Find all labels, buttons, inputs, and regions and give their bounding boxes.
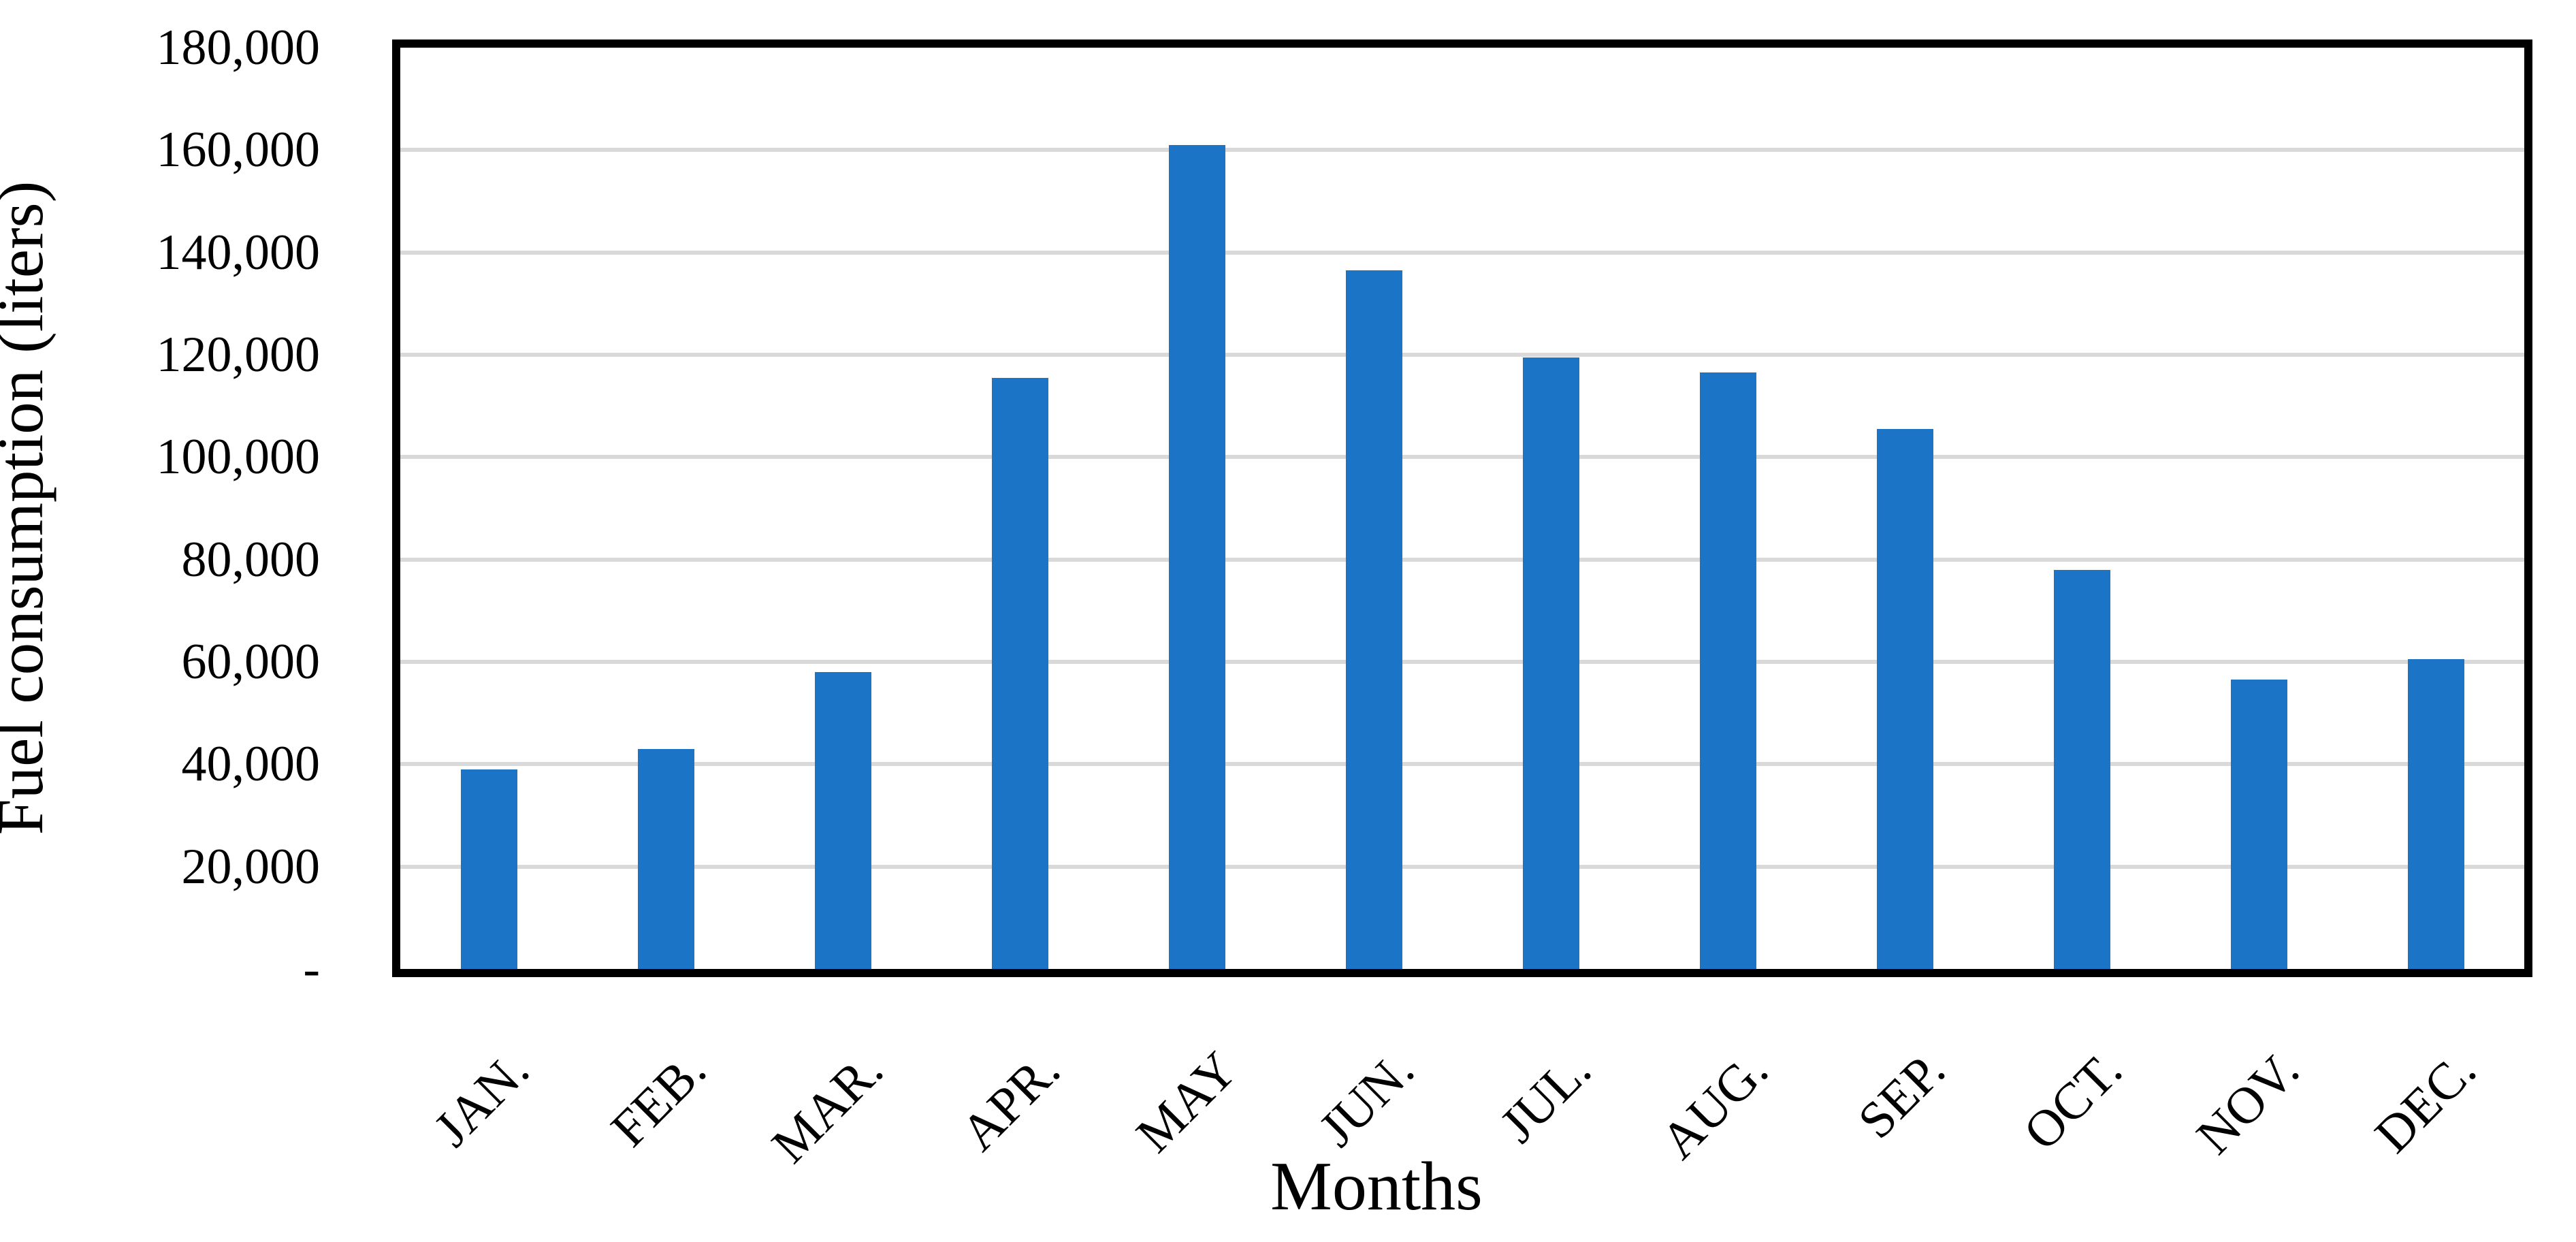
bar-aug	[1699, 372, 1756, 969]
plot-area	[392, 39, 2532, 977]
x-axis-title: Months	[1270, 1148, 1483, 1225]
bar-dec	[2407, 659, 2464, 969]
gridline	[400, 250, 2524, 255]
y-tick-label: 180,000	[156, 20, 321, 76]
y-tick-label: -	[303, 941, 320, 997]
bar-jan	[460, 769, 517, 969]
bar-sep	[1876, 428, 1933, 969]
y-tick-label: 140,000	[156, 224, 321, 281]
gridline	[400, 353, 2524, 357]
bar-jun	[1345, 270, 1402, 969]
y-tick-label: 160,000	[156, 122, 321, 178]
y-tick-label: 20,000	[181, 838, 321, 895]
gridline	[400, 762, 2524, 767]
gridline	[400, 660, 2524, 664]
bar-nov	[2230, 680, 2287, 969]
bar-oct	[2053, 569, 2110, 969]
y-tick-label: 40,000	[181, 736, 321, 793]
gridline	[400, 557, 2524, 562]
gridline	[400, 455, 2524, 460]
y-tick-label: 80,000	[181, 531, 321, 588]
bar-mar	[814, 672, 871, 969]
y-tick-label: 120,000	[156, 327, 321, 383]
bar-apr	[991, 377, 1048, 969]
y-tick-label: 60,000	[181, 634, 321, 690]
gridline	[400, 148, 2524, 153]
bar-jul	[1522, 357, 1579, 969]
gridline	[400, 864, 2524, 869]
bar-feb	[637, 748, 694, 969]
y-tick-label: 100,000	[156, 429, 321, 485]
bar-may	[1168, 144, 1225, 969]
